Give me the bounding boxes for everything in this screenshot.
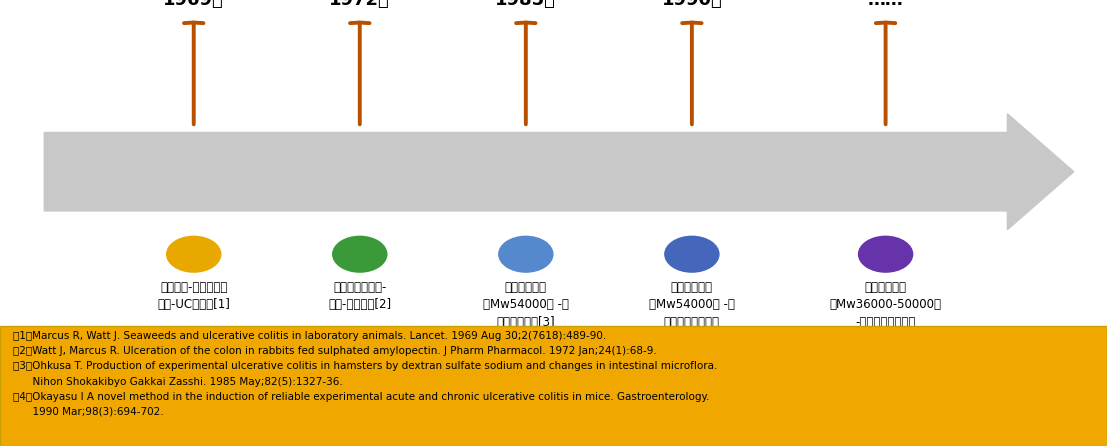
Text: ……: …… [868,0,903,9]
Text: 1972年: 1972年 [330,0,390,9]
Polygon shape [44,114,1074,230]
Ellipse shape [165,235,223,274]
Ellipse shape [331,235,389,274]
Text: 葡聚糖硫酸钓
（Mw36000-50000）
-各类动物模型建立: 葡聚糖硫酸钓 （Mw36000-50000） -各类动物模型建立 [829,281,942,329]
Bar [0,326,1107,446]
Text: 【1】Marcus R, Watt J. Seaweeds and ulcerative colitis in laboratory animals. Lanc: 【1】Marcus R, Watt J. Seaweeds and ulcera… [13,331,717,417]
Ellipse shape [497,235,555,274]
Text: 葡聚糖硫酸钓
（Mw54000） -仓
鼠结肠炎模型[3]: 葡聚糖硫酸钓 （Mw54000） -仓 鼠结肠炎模型[3] [483,281,569,329]
Text: 1985年: 1985年 [496,0,556,9]
Ellipse shape [857,235,914,274]
Text: 硫酸化支链淠粉-
兔子-结肠溃疡[2]: 硫酸化支链淠粉- 兔子-结肠溃疡[2] [328,281,392,311]
Text: 1990年: 1990年 [662,0,722,9]
Ellipse shape [663,235,721,274]
Text: 葡聚糖硫酸钓
（Mw54000） -小
鼠急性和慢性肠胃
炎模型[4]: 葡聚糖硫酸钓 （Mw54000） -小 鼠急性和慢性肠胃 炎模型[4] [649,281,735,347]
Text: 角叉菜胶-几内亚猪、
兔子-UC样模式[1]: 角叉菜胶-几内亚猪、 兔子-UC样模式[1] [157,281,230,311]
Text: 1969年: 1969年 [164,0,224,9]
